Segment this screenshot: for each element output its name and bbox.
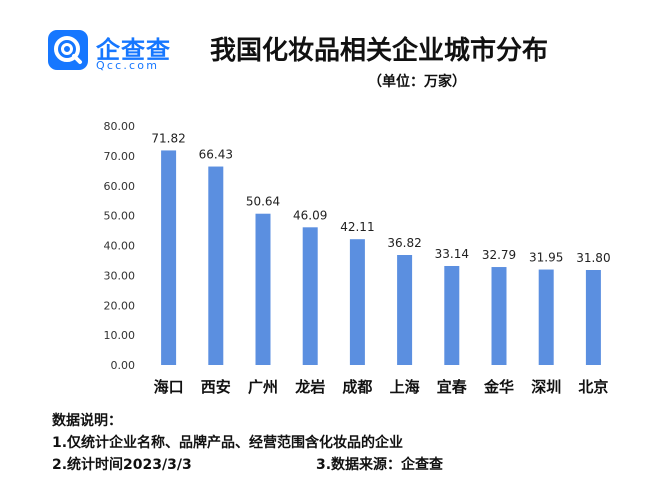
y-tick-label: 30.00 bbox=[104, 269, 136, 282]
bar-value-label: 71.82 bbox=[151, 131, 185, 145]
data-notes: 数据说明： 1.仅统计企业名称、品牌产品、经营范围含化妆品的企业 2.统计时间2… bbox=[52, 410, 403, 476]
bar-value-label: 36.82 bbox=[387, 236, 421, 250]
logo-name: 企查查 bbox=[96, 36, 171, 64]
chart-title: 我国化妆品相关企业城市分布 bbox=[210, 36, 549, 66]
bar-value-label: 32.79 bbox=[482, 248, 516, 262]
y-tick-label: 50.00 bbox=[104, 210, 136, 223]
bar-value-label: 46.09 bbox=[293, 208, 327, 222]
bar bbox=[491, 267, 507, 365]
qcc-magnifier-icon bbox=[48, 30, 88, 70]
bar-value-label: 31.95 bbox=[529, 251, 563, 265]
bar bbox=[538, 269, 554, 365]
x-category-label: 西安 bbox=[201, 378, 231, 396]
x-category-label: 上海 bbox=[390, 378, 420, 396]
x-category-label: 深圳 bbox=[531, 378, 561, 396]
bar-value-label: 50.64 bbox=[246, 195, 280, 209]
bar bbox=[397, 255, 413, 365]
bar-value-label: 66.43 bbox=[199, 148, 233, 162]
bar bbox=[208, 166, 224, 365]
bars bbox=[161, 150, 601, 365]
bar-value-label: 42.11 bbox=[340, 220, 374, 234]
bar bbox=[161, 150, 177, 365]
y-tick-label: 70.00 bbox=[104, 150, 136, 163]
y-tick-label: 0.00 bbox=[111, 359, 136, 372]
notes-heading: 数据说明： bbox=[52, 413, 122, 429]
x-category-label: 龙岩 bbox=[294, 378, 325, 396]
y-tick-label: 80.00 bbox=[104, 120, 136, 133]
bar bbox=[255, 213, 271, 365]
bar bbox=[349, 239, 365, 365]
x-category-label: 北京 bbox=[578, 378, 608, 396]
x-category-label: 广州 bbox=[248, 378, 278, 396]
note-line-3: 3.数据来源：企查查 bbox=[316, 457, 444, 473]
note-line-1: 1.仅统计企业名称、品牌产品、经营范围含化妆品的企业 bbox=[52, 435, 404, 451]
data-labels: 71.82 66.43 50.64 46.09 42.11 36.82 33.14 32.79… bbox=[151, 131, 610, 265]
bar bbox=[302, 227, 318, 365]
x-axis: 海口 西安 广州 龙岩 成都 上海 宜春 金华 深圳 北京 bbox=[154, 378, 609, 396]
bar bbox=[444, 265, 460, 365]
note-line-2: 2.统计时间2023/3/3 bbox=[52, 457, 192, 473]
logo-domain: Qcc.com bbox=[96, 59, 160, 72]
y-tick-label: 60.00 bbox=[104, 180, 136, 193]
qcc-logo: 企查查 Qcc.com bbox=[48, 30, 198, 74]
bar-value-label: 33.14 bbox=[435, 247, 469, 261]
chart-subtitle: （单位：万家） bbox=[368, 74, 466, 90]
y-tick-label: 10.00 bbox=[104, 329, 136, 342]
bar-chart: 0.00 10.00 20.00 30.00 40.00 50.00 60.00 70.00 8… bbox=[104, 120, 611, 396]
y-axis: 0.00 10.00 20.00 30.00 40.00 50.00 60.00 70.00 8… bbox=[104, 120, 136, 372]
bar-value-label: 31.80 bbox=[576, 251, 610, 265]
x-category-label: 金华 bbox=[483, 378, 514, 396]
x-category-label: 宜春 bbox=[437, 378, 467, 396]
x-category-label: 海口 bbox=[154, 378, 184, 396]
y-tick-label: 20.00 bbox=[104, 299, 136, 312]
bar bbox=[585, 269, 601, 365]
y-tick-label: 40.00 bbox=[104, 240, 136, 253]
x-category-label: 成都 bbox=[342, 378, 372, 396]
